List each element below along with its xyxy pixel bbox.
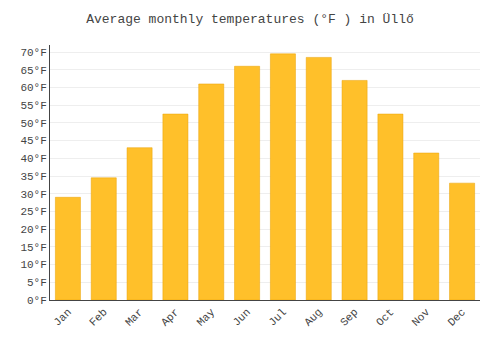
svg-text:Oct: Oct: [374, 306, 396, 328]
svg-text:25°F: 25°F: [20, 206, 46, 218]
svg-text:Aug: Aug: [302, 306, 324, 328]
svg-text:60°F: 60°F: [20, 82, 46, 94]
svg-text:Jul: Jul: [266, 306, 288, 328]
svg-text:Sep: Sep: [338, 306, 360, 328]
svg-text:35°F: 35°F: [20, 171, 46, 183]
svg-text:5°F: 5°F: [27, 277, 47, 289]
svg-text:15°F: 15°F: [20, 242, 46, 254]
svg-text:Average monthly temperatures (: Average monthly temperatures (°F ) in Ül…: [86, 12, 414, 27]
svg-text:50°F: 50°F: [20, 118, 46, 130]
svg-text:65°F: 65°F: [20, 65, 46, 77]
svg-text:Apr: Apr: [159, 306, 181, 328]
svg-text:0°F: 0°F: [27, 295, 47, 307]
svg-text:May: May: [195, 306, 218, 329]
svg-text:45°F: 45°F: [20, 135, 46, 147]
svg-text:40°F: 40°F: [20, 153, 46, 165]
svg-text:20°F: 20°F: [20, 224, 46, 236]
svg-text:Feb: Feb: [87, 306, 109, 328]
svg-text:70°F: 70°F: [20, 47, 46, 59]
svg-text:Dec: Dec: [446, 306, 468, 328]
svg-text:Jun: Jun: [231, 306, 253, 328]
svg-text:55°F: 55°F: [20, 100, 46, 112]
svg-text:Nov: Nov: [410, 306, 433, 329]
svg-text:Mar: Mar: [123, 306, 145, 328]
svg-text:30°F: 30°F: [20, 189, 46, 201]
svg-text:10°F: 10°F: [20, 259, 46, 271]
svg-text:Jan: Jan: [51, 306, 73, 328]
